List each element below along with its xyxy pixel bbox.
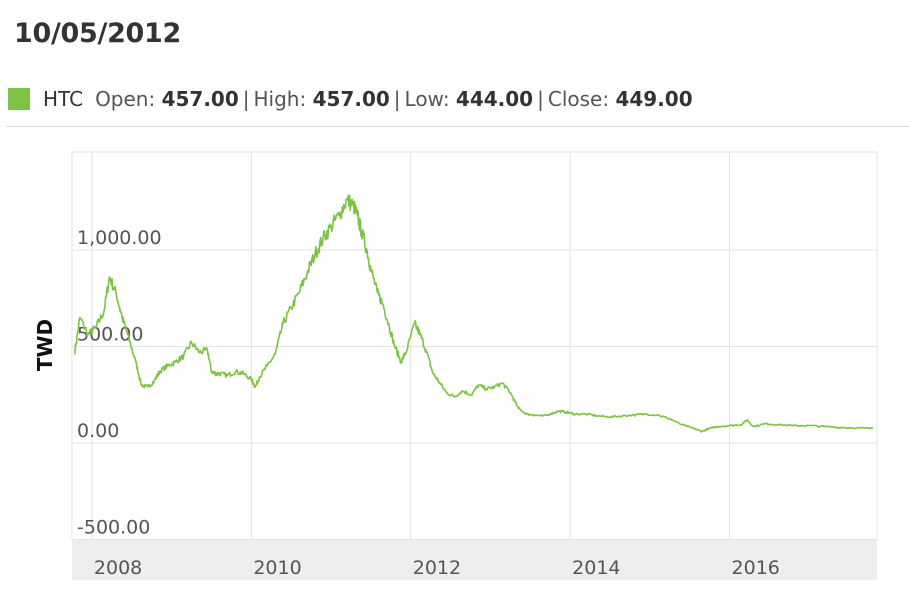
y-tick-label: 0.00 bbox=[77, 420, 119, 442]
open-label: Open: bbox=[95, 87, 156, 111]
close-value: 449.00 bbox=[615, 87, 693, 111]
open-value: 457.00 bbox=[161, 87, 239, 111]
low-value: 444.00 bbox=[455, 87, 534, 111]
series-line-htc[interactable] bbox=[73, 194, 874, 433]
header-divider bbox=[6, 126, 909, 127]
separator: | bbox=[537, 87, 544, 111]
x-tick-label: 2014 bbox=[572, 557, 620, 579]
separator: | bbox=[393, 87, 401, 111]
x-tick-label: 2016 bbox=[732, 557, 780, 579]
grid-layer bbox=[71, 151, 878, 541]
x-tick-label: 2008 bbox=[94, 557, 142, 579]
x-tick-label: 2010 bbox=[253, 557, 301, 579]
high-label: High: bbox=[253, 87, 307, 111]
x-tick-labels: 2008 2010 2012 2014 2016 bbox=[94, 557, 780, 579]
legend-stats-row: HTC Open: 457.00 | High: 457.00 | Low: 4… bbox=[8, 86, 693, 112]
navigator-bar[interactable] bbox=[72, 540, 877, 580]
legend-series-name[interactable]: HTC bbox=[43, 87, 84, 111]
y-axis-title: TWD bbox=[33, 319, 57, 371]
close-label: Close: bbox=[547, 87, 610, 111]
legend-swatch[interactable] bbox=[8, 88, 30, 110]
low-label: Low: bbox=[404, 87, 450, 111]
high-value: 457.00 bbox=[312, 87, 390, 111]
y-tick-label: -500.00 bbox=[77, 517, 150, 539]
separator: | bbox=[242, 87, 250, 111]
x-tick-label: 2012 bbox=[413, 557, 461, 579]
selected-date: 10/05/2012 bbox=[14, 18, 182, 49]
y-tick-label: 1,000.00 bbox=[77, 227, 162, 249]
